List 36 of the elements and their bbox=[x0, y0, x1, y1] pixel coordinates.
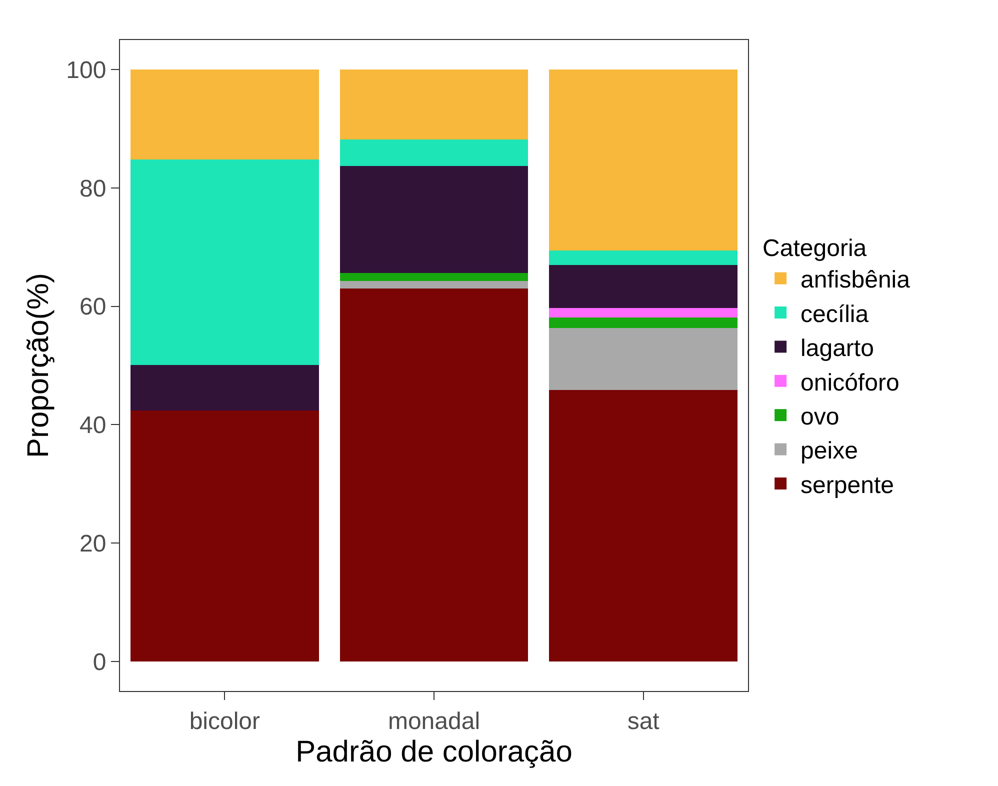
bar bbox=[130, 160, 319, 365]
legend-label: onicóforo bbox=[800, 369, 900, 396]
bar bbox=[340, 273, 528, 281]
bar bbox=[340, 139, 528, 166]
bar bbox=[130, 70, 319, 160]
legend-label: serpente bbox=[800, 472, 894, 499]
x-tick-label: bicolor bbox=[189, 708, 260, 735]
bar bbox=[549, 70, 738, 251]
bar bbox=[340, 280, 528, 289]
bar bbox=[549, 308, 738, 318]
y-tick-label: 80 bbox=[79, 175, 106, 202]
legend-label: peixe bbox=[800, 438, 858, 465]
x-tick-label: sat bbox=[627, 708, 660, 735]
bar bbox=[340, 288, 528, 662]
bar bbox=[549, 390, 738, 662]
y-axis-title: Proporção(%) bbox=[22, 272, 56, 458]
legend-label: lagarto bbox=[800, 335, 874, 362]
bar bbox=[340, 70, 528, 140]
x-axis-title: Padrão de coloração bbox=[296, 735, 572, 768]
bar bbox=[549, 328, 738, 390]
y-tick-label: 60 bbox=[79, 294, 106, 321]
bar bbox=[549, 264, 738, 308]
legend-label: cecília bbox=[800, 300, 870, 328]
bar bbox=[549, 250, 738, 265]
bar bbox=[340, 166, 528, 274]
y-tick-label: 40 bbox=[79, 412, 106, 440]
bar bbox=[130, 364, 319, 410]
bar bbox=[130, 410, 319, 662]
y-tick-label: 20 bbox=[79, 530, 106, 558]
legend-title: Categoria bbox=[762, 235, 868, 262]
legend-label: anfisbênia bbox=[800, 266, 911, 294]
y-tick-label: 100 bbox=[66, 56, 106, 84]
legend-label: ovo bbox=[800, 403, 840, 430]
x-tick-label: monadal bbox=[388, 708, 480, 735]
y-tick-label: 0 bbox=[92, 648, 106, 676]
bar bbox=[549, 318, 738, 328]
